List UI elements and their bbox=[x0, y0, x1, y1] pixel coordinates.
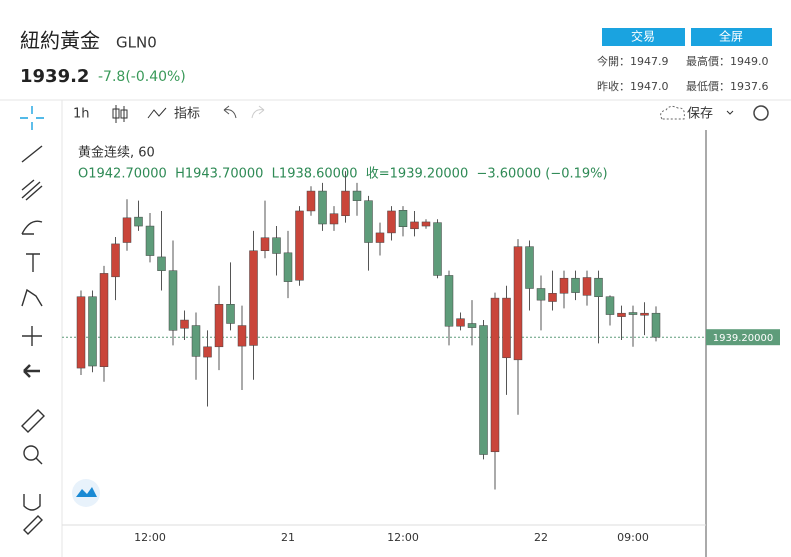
code: GLN0 bbox=[116, 34, 157, 52]
candle-body bbox=[341, 190, 350, 217]
x-tick-label: 22 bbox=[534, 531, 548, 544]
interval[interactable]: 1h bbox=[73, 107, 90, 122]
fullscreen-button[interactable] bbox=[691, 28, 772, 46]
candle-body bbox=[203, 346, 212, 358]
candle-body bbox=[99, 273, 109, 367]
candle-body bbox=[582, 277, 592, 296]
candle-body bbox=[444, 275, 454, 327]
candle-body bbox=[134, 216, 143, 227]
candle-body bbox=[295, 210, 304, 281]
candle-body bbox=[145, 225, 155, 256]
candle-body bbox=[421, 221, 431, 227]
candle-body bbox=[283, 252, 293, 282]
candle-body bbox=[318, 190, 327, 225]
undo-icon[interactable] bbox=[223, 105, 237, 119]
candle-body bbox=[525, 246, 534, 289]
candle-body bbox=[191, 325, 201, 357]
save[interactable]: 保存 bbox=[687, 107, 713, 122]
redo-icon[interactable] bbox=[251, 105, 265, 119]
plot: 1939.20000 12:00 21 12:00 22 09:00 bbox=[62, 171, 780, 544]
candle-body bbox=[260, 237, 270, 252]
candle-body bbox=[214, 304, 224, 348]
trade-button[interactable] bbox=[602, 28, 685, 46]
stat: 最高價：1949.0 bbox=[686, 54, 769, 68]
candle-body bbox=[249, 250, 258, 346]
candle-icon[interactable] bbox=[112, 105, 128, 123]
title: 紐約黃金 bbox=[20, 29, 100, 53]
candle-body bbox=[375, 232, 385, 243]
candle-body bbox=[605, 296, 615, 315]
legend-title: 黄金连续, 60 bbox=[78, 145, 155, 161]
candle-body bbox=[398, 210, 408, 227]
dropdown-icon[interactable] bbox=[726, 110, 734, 115]
cloud-icon[interactable] bbox=[660, 105, 685, 120]
candle-body bbox=[88, 296, 97, 367]
price: 1939.2 bbox=[20, 66, 89, 87]
indicators[interactable]: 指标 bbox=[174, 107, 200, 122]
candle-body bbox=[76, 296, 86, 369]
price-label-box bbox=[706, 329, 780, 346]
candle-body bbox=[640, 312, 649, 316]
candle-body bbox=[490, 297, 500, 453]
candle-body bbox=[364, 200, 373, 243]
trade-label[interactable]: 交易 bbox=[631, 29, 655, 44]
settings-icon[interactable] bbox=[753, 105, 769, 121]
stat: 今開：1947.9 bbox=[597, 54, 669, 68]
candle-body bbox=[329, 213, 339, 225]
candle-body bbox=[387, 210, 396, 234]
x-tick-label: 12:00 bbox=[387, 531, 419, 544]
candle-body bbox=[157, 256, 166, 271]
logo-icon bbox=[76, 487, 97, 497]
candle-body bbox=[651, 312, 661, 338]
candle-body bbox=[433, 222, 442, 276]
candle-body bbox=[513, 246, 523, 361]
candle-body bbox=[479, 325, 488, 455]
candle-body bbox=[111, 243, 120, 278]
candle-body bbox=[352, 190, 362, 201]
candle-body bbox=[456, 318, 465, 327]
candle-body bbox=[536, 288, 546, 301]
candle-body bbox=[617, 312, 626, 317]
candle-body bbox=[559, 277, 569, 294]
stat: 昨收：1947.0 bbox=[597, 79, 669, 93]
stat: 最低價：1937.6 bbox=[686, 79, 769, 93]
indicator-icon[interactable] bbox=[147, 107, 167, 119]
candle-body bbox=[180, 319, 189, 329]
change: -7.8(-0.40%) bbox=[98, 69, 186, 85]
candle-body bbox=[306, 190, 316, 212]
candle-body bbox=[467, 323, 477, 328]
candle-body bbox=[548, 293, 557, 302]
price-label: 1939.20000 bbox=[713, 333, 773, 344]
drawing-tools[interactable] bbox=[20, 106, 45, 535]
candle-body bbox=[272, 237, 281, 254]
candle-body bbox=[122, 217, 132, 243]
x-tick-label: 21 bbox=[281, 531, 295, 544]
candle-body bbox=[628, 312, 638, 315]
candle-body bbox=[168, 270, 178, 331]
candle-body bbox=[237, 325, 247, 347]
candle-body bbox=[594, 277, 603, 297]
candle-body bbox=[502, 297, 511, 359]
candle-body bbox=[410, 221, 419, 230]
candle-body bbox=[226, 304, 235, 324]
ohlc-values: O1942.70000 H1943.70000 L1938.60000 收=19… bbox=[78, 167, 608, 182]
fullscreen-label[interactable]: 全屏 bbox=[719, 29, 743, 44]
x-tick-label: 09:00 bbox=[617, 531, 649, 544]
x-tick-label: 12:00 bbox=[134, 531, 166, 544]
candle-body bbox=[571, 277, 580, 293]
